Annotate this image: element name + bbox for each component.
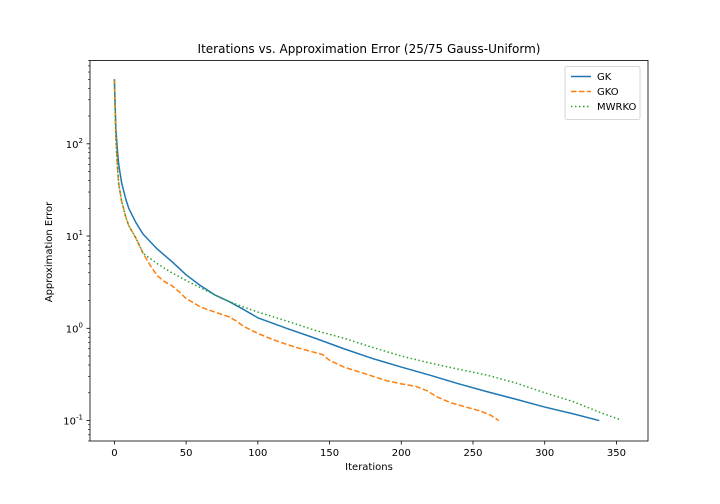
x-tick-label: 50 [180,448,193,459]
y-tick-label: 102 [66,137,83,151]
legend: GK GKO MWRKO [564,66,641,120]
x-axis-label: Iterations [345,462,393,473]
series-layer [113,79,620,422]
legend-label-mwrko: MWRKO [597,102,636,113]
x-tick-label: 0 [111,448,117,459]
plot-area-frame [89,60,649,442]
series-line-gk [113,79,600,422]
x-tick-label: 250 [463,448,482,459]
y-tick-label: 100 [66,321,83,335]
x-tick-label: 150 [320,448,339,459]
chart-title: Iterations vs. Approximation Error (25/7… [198,42,541,56]
x-tick-label: 100 [248,448,267,459]
x-tick-label: 300 [535,448,554,459]
x-tick-label: 350 [607,448,626,459]
y-tick-label: 10-1 [63,414,83,428]
y-tick-label: 101 [66,229,83,243]
series-line-mwrko [113,79,620,421]
y-axis-ticks: 10-1 100 101 102 [63,60,90,442]
x-tick-label: 200 [392,448,411,459]
x-axis-ticks: 0 50 100 150 200 250 300 350 [111,441,626,459]
legend-label-gk: GK [597,72,612,83]
y-axis-label: Approximation Error [44,201,55,302]
legend-label-gko: GKO [597,87,619,98]
